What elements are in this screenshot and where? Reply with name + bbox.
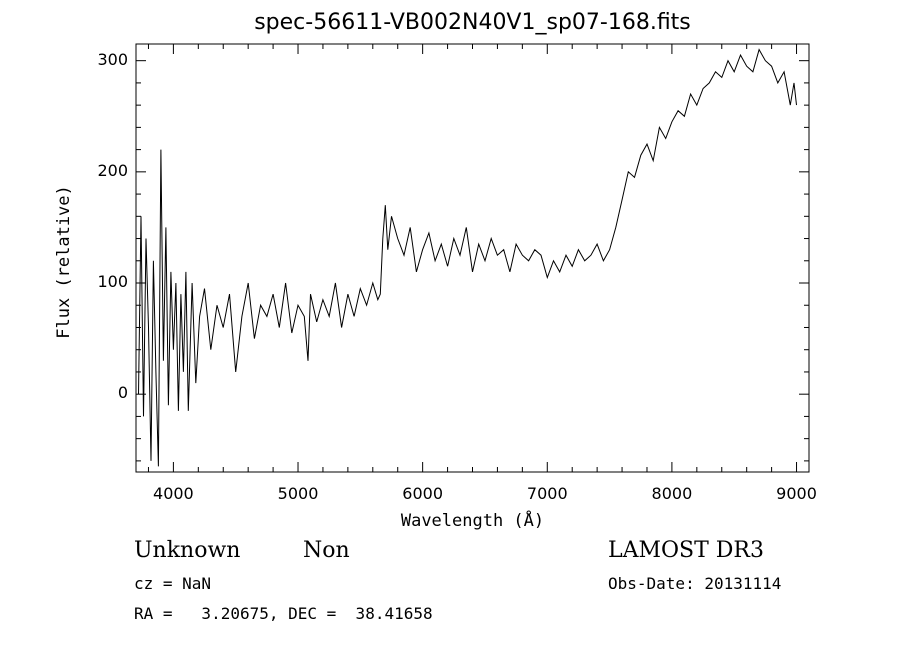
object-class: Unknown xyxy=(134,538,241,563)
ra-dec: RA = 3.20675, DEC = 38.41658 xyxy=(134,604,433,623)
spectrum-line xyxy=(138,48,797,467)
y-axis-label: Flux (relative) xyxy=(54,185,74,339)
x-tick-label: 5000 xyxy=(277,484,319,503)
obs-date: Obs-Date: 20131114 xyxy=(608,574,782,593)
y-tick-label: 100 xyxy=(97,272,128,291)
y-tick-label: 300 xyxy=(97,49,128,69)
plot-frame xyxy=(135,43,810,473)
y-tick-label: 200 xyxy=(97,160,128,180)
x-axis-label: Wavelength (Å) xyxy=(400,511,545,531)
x-tick-label: 4000 xyxy=(153,484,194,503)
y-axis-ticks xyxy=(136,60,809,462)
x-tick-label: 9000 xyxy=(776,484,817,503)
x-tick-label: 8000 xyxy=(651,484,693,503)
x-tick-label: 7000 xyxy=(526,484,568,503)
chart-title: spec-56611-VB002N40V1_sp07-168.fits xyxy=(254,10,691,35)
survey-label: LAMOST DR3 xyxy=(608,538,764,563)
y-tick-label: 0 xyxy=(117,383,128,403)
x-tick-label: 6000 xyxy=(402,484,443,503)
cz-value: cz = NaN xyxy=(134,574,212,593)
object-subclass: Non xyxy=(303,538,350,563)
x-axis-ticks xyxy=(147,44,798,472)
